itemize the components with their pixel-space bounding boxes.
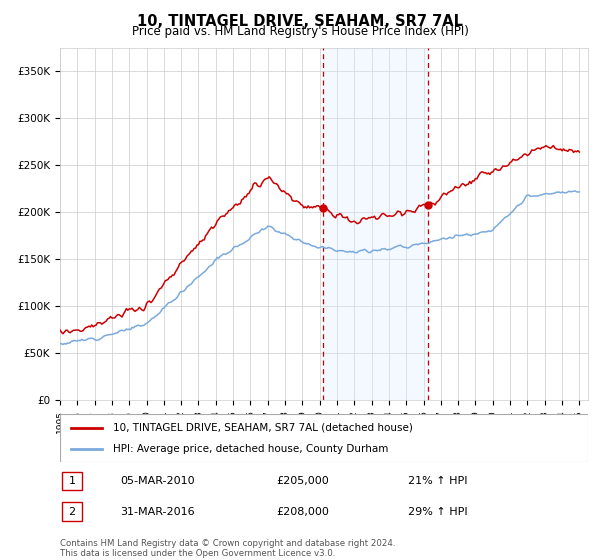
Text: 21% ↑ HPI: 21% ↑ HPI [408, 476, 467, 486]
Text: 1: 1 [68, 476, 76, 486]
Text: 31-MAR-2016: 31-MAR-2016 [120, 507, 194, 517]
Text: 05-MAR-2010: 05-MAR-2010 [120, 476, 194, 486]
Text: Price paid vs. HM Land Registry's House Price Index (HPI): Price paid vs. HM Land Registry's House … [131, 25, 469, 38]
Text: 2: 2 [68, 507, 76, 517]
FancyBboxPatch shape [60, 414, 588, 462]
Text: 29% ↑ HPI: 29% ↑ HPI [408, 507, 467, 517]
Text: This data is licensed under the Open Government Licence v3.0.: This data is licensed under the Open Gov… [60, 549, 335, 558]
Text: 1: 1 [320, 418, 326, 428]
Text: 10, TINTAGEL DRIVE, SEAHAM, SR7 7AL (detached house): 10, TINTAGEL DRIVE, SEAHAM, SR7 7AL (det… [113, 423, 413, 433]
FancyBboxPatch shape [62, 472, 82, 491]
Text: £205,000: £205,000 [276, 476, 329, 486]
FancyBboxPatch shape [62, 502, 82, 521]
Text: 10, TINTAGEL DRIVE, SEAHAM, SR7 7AL: 10, TINTAGEL DRIVE, SEAHAM, SR7 7AL [137, 14, 463, 29]
Text: £208,000: £208,000 [276, 507, 329, 517]
Text: Contains HM Land Registry data © Crown copyright and database right 2024.: Contains HM Land Registry data © Crown c… [60, 539, 395, 548]
Text: HPI: Average price, detached house, County Durham: HPI: Average price, detached house, Coun… [113, 444, 388, 454]
Bar [323, 48, 428, 400]
Text: 2: 2 [425, 418, 431, 428]
